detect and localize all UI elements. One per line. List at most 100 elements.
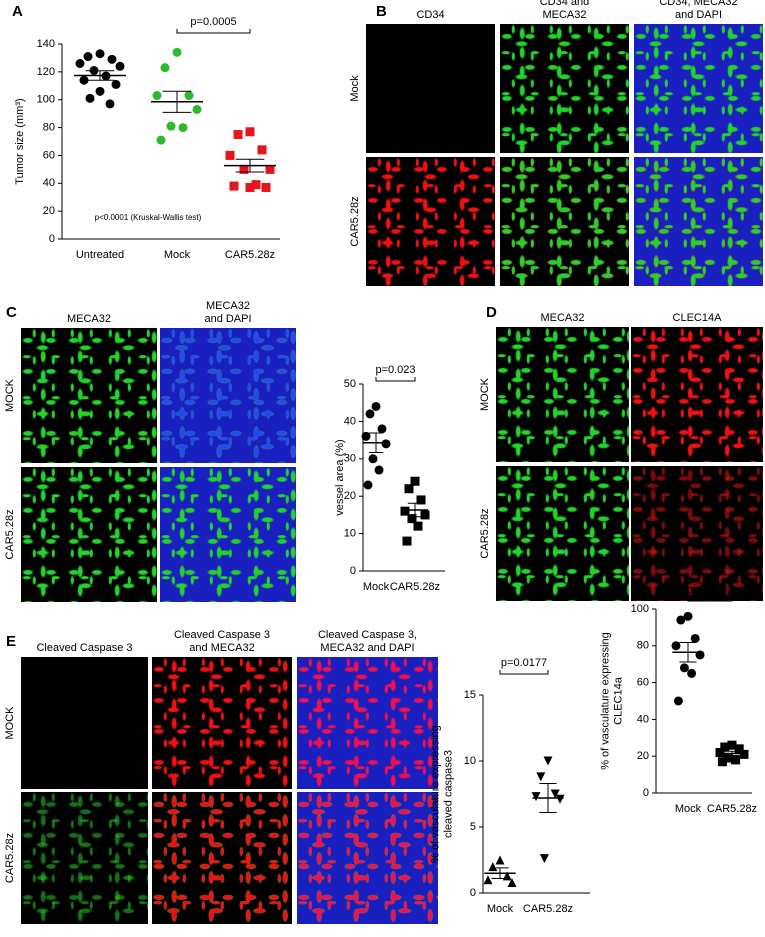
column-label: MECA32: [540, 312, 584, 324]
y-tick-label: 60: [637, 677, 649, 689]
row-label: CAR5.28z: [349, 196, 361, 246]
micrograph: [500, 157, 629, 286]
x-tick-label: Untreated: [76, 249, 124, 261]
data-point: [690, 633, 700, 643]
error-bar: [235, 158, 265, 173]
data-point: [371, 401, 381, 411]
error-bar: [85, 70, 115, 81]
y-tick-label: 40: [637, 713, 649, 725]
y-tick-label: 15: [464, 689, 476, 701]
data-point: [257, 145, 267, 155]
row-label: CAR5.28z: [4, 509, 16, 559]
micrograph: [634, 157, 763, 286]
micrograph: [21, 657, 148, 789]
data-point: [75, 59, 85, 68]
data-point: [410, 476, 420, 486]
significance-bracket: [375, 377, 416, 382]
y-tick-label: 20: [344, 490, 356, 502]
x-tick-label: Mock: [363, 581, 390, 593]
column-label: Cleaved Caspase 3: [36, 642, 132, 654]
y-tick-label: 100: [37, 94, 55, 106]
micrograph: [634, 24, 763, 153]
y-tick-label: 0: [49, 233, 55, 245]
data-point: [720, 742, 730, 752]
data-point: [377, 424, 387, 434]
data-point: [85, 93, 95, 103]
x-tick-label: Mock: [487, 903, 514, 915]
data-point: [536, 772, 546, 782]
data-point: [507, 877, 517, 887]
data-point: [413, 521, 423, 531]
micrograph: [366, 157, 495, 286]
data-point: [671, 641, 681, 651]
x-tick-label: CAR5.28z: [523, 903, 573, 915]
data-point: [251, 180, 261, 190]
y-tick-label: 20: [43, 205, 55, 217]
micrograph: [500, 24, 629, 153]
data-point: [550, 789, 560, 799]
y-tick-label: 140: [37, 38, 55, 50]
data-point: [192, 104, 202, 114]
y-tick-label: 40: [344, 415, 356, 427]
data-point: [111, 79, 121, 89]
data-point: [229, 181, 239, 191]
data-point: [715, 748, 725, 758]
error-bar: [679, 641, 697, 663]
y-tick-label: 5: [470, 821, 476, 833]
data-point: [160, 63, 170, 73]
data-point: [488, 862, 498, 872]
data-point: [245, 127, 255, 137]
data-point: [233, 130, 243, 140]
column-label: CLEC14A: [673, 312, 723, 324]
micrograph: [297, 657, 438, 789]
y-tick-label: 30: [344, 453, 356, 465]
y-tick-label: 20: [637, 750, 649, 762]
y-axis-label: cleaved caspase3: [442, 750, 454, 838]
data-point: [673, 696, 683, 706]
data-point: [416, 495, 426, 505]
data-point: [407, 514, 417, 524]
data-point: [105, 99, 115, 109]
row-label: MOCK: [479, 377, 491, 411]
y-tick-label: 40: [43, 177, 55, 189]
y-tick-label: 10: [344, 528, 356, 540]
micrograph: [152, 657, 292, 789]
data-point: [83, 52, 93, 62]
p-value: p=0.0005: [190, 16, 236, 28]
micrograph: [297, 792, 438, 924]
y-tick-label: 80: [637, 640, 649, 652]
y-tick-label: 120: [37, 66, 55, 78]
data-point: [95, 86, 105, 96]
data-point: [156, 135, 166, 145]
data-point: [363, 480, 373, 490]
micrograph: [21, 467, 157, 602]
data-point: [734, 744, 744, 754]
data-point: [184, 91, 194, 101]
micrograph: [21, 792, 148, 924]
micrograph: [631, 327, 763, 462]
micrograph: [21, 328, 157, 463]
data-point: [539, 854, 549, 864]
data-point: [172, 47, 182, 57]
error-bar: [162, 90, 192, 113]
column-label: Cleaved Caspase 3,: [318, 629, 417, 641]
column-label: and DAPI: [675, 9, 722, 21]
panel-label: A: [12, 3, 23, 20]
data-point: [420, 510, 430, 520]
y-tick-label: 10: [464, 755, 476, 767]
error-bar: [368, 432, 384, 453]
column-label: and MECA32: [189, 642, 254, 654]
y-axis-label: CLEC14a: [612, 676, 624, 725]
y-tick-label: 100: [631, 603, 649, 615]
data-point: [245, 182, 255, 192]
data-point: [402, 536, 412, 546]
row-label: CAR5.28z: [479, 508, 491, 558]
significance-bracket: [687, 597, 733, 602]
data-point: [95, 49, 105, 59]
x-tick-label: CAR5.28z: [390, 581, 440, 593]
data-point: [178, 123, 188, 133]
p-value: p=0.0177: [501, 657, 547, 669]
column-label: and DAPI: [204, 313, 251, 325]
